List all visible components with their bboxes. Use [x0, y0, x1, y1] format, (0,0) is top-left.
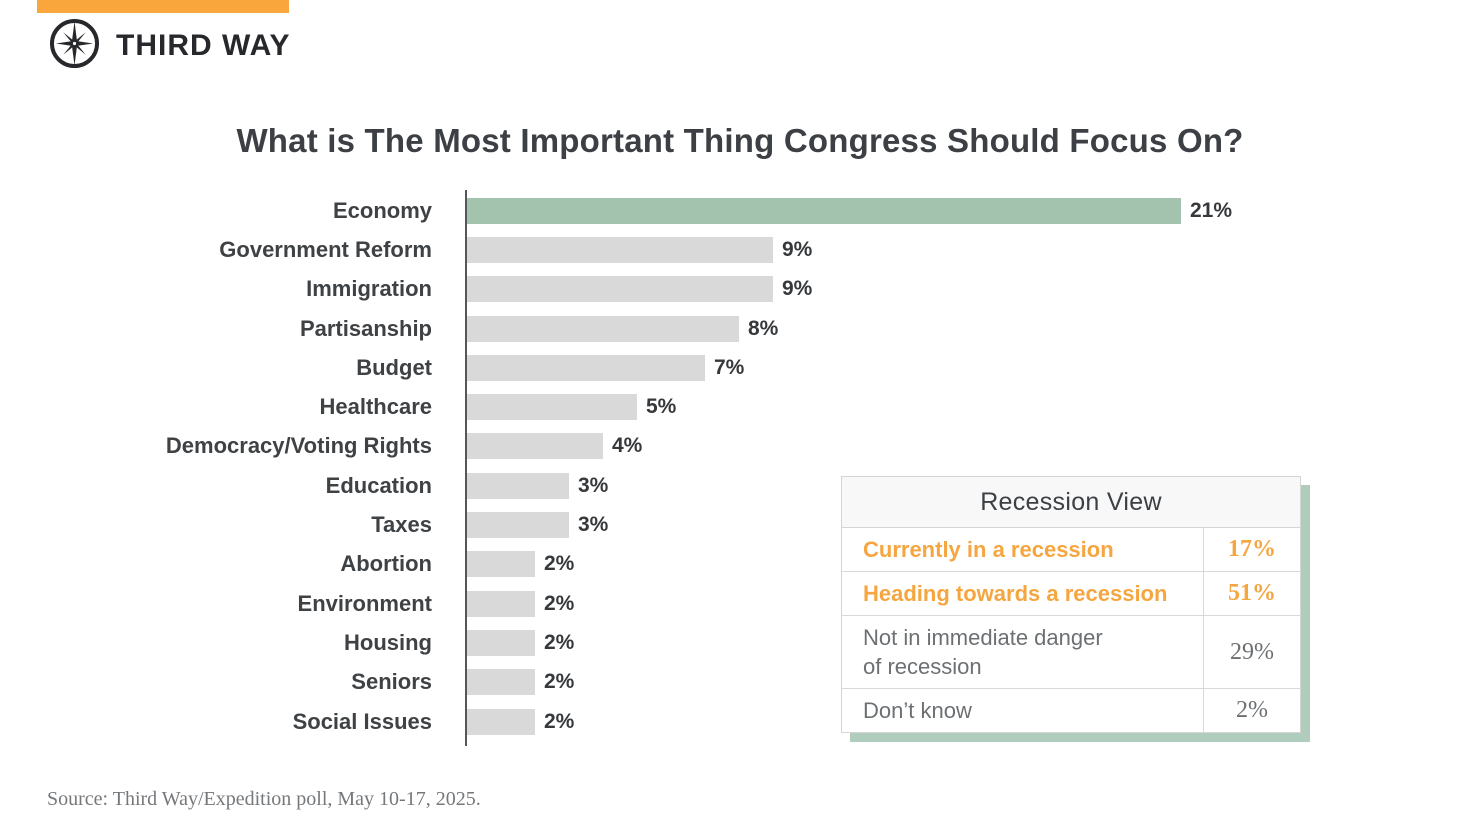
bar-track: 9%: [467, 276, 813, 303]
bar-track: 5%: [467, 394, 677, 421]
recession-table-row: Not in immediate danger of recession 29%: [842, 615, 1300, 688]
bar-value-label: 2%: [544, 552, 575, 576]
bar: [467, 629, 535, 656]
category-label: Democracy/Voting Rights: [165, 433, 432, 459]
bar-value-label: 8%: [748, 316, 779, 340]
bar: [467, 236, 773, 263]
bar: [467, 394, 637, 421]
recession-row-label: Currently in a recession: [863, 537, 1114, 562]
third-way-logo: THIRD WAY: [48, 17, 291, 75]
bar-chart-rows: Economy 21% Government Reform 9% Immigration…: [0, 191, 1300, 741]
bar-value-label: 2%: [544, 670, 575, 694]
bar: [467, 472, 569, 499]
bar-track: 4%: [467, 433, 643, 460]
category-label: Taxes: [371, 512, 432, 538]
bar-value-label: 2%: [544, 709, 575, 733]
page-title: What is The Most Important Thing Congres…: [236, 122, 1244, 159]
category-label: Housing: [344, 629, 432, 655]
bar-row: Economy 21%: [0, 191, 1300, 230]
bar-row: Seniors 2%: [0, 663, 1300, 702]
compass-star-icon: [48, 17, 101, 75]
category-label: Partisanship: [299, 315, 432, 341]
bar-track: 2%: [467, 669, 575, 696]
bar-row: Abortion 2%: [0, 545, 1300, 584]
source-note: Source: Third Way/Expedition poll, May 1…: [47, 788, 481, 810]
recession-row-label: Don’t know: [863, 698, 972, 723]
category-label: Abortion: [340, 551, 432, 577]
bar-value-label: 3%: [578, 473, 609, 497]
bar-track: 8%: [467, 315, 779, 342]
bar-value-label: 4%: [612, 434, 643, 458]
recession-table-title: Recession View: [842, 477, 1300, 528]
bar-row: Taxes 3%: [0, 505, 1300, 544]
logo-wordmark: THIRD WAY: [116, 29, 291, 62]
recession-row-value: 51%: [1203, 572, 1300, 615]
brand-accent-bar: [37, 0, 289, 13]
category-label: Government Reform: [219, 236, 432, 262]
recession-row-value: 29%: [1203, 616, 1300, 688]
recession-table-row: Heading towards a recession 51%: [842, 571, 1300, 615]
recession-row-value: 17%: [1203, 528, 1300, 571]
bar-track: 7%: [467, 354, 745, 381]
bar-chart: Economy 21% Government Reform 9% Immigration…: [0, 191, 1300, 741]
bar-value-label: 2%: [544, 591, 575, 615]
bar-value-label: 7%: [714, 355, 745, 379]
bar: [467, 708, 535, 735]
bar-track: 2%: [467, 551, 575, 578]
bar-value-label: 9%: [782, 237, 813, 261]
bar-value-label: 5%: [646, 395, 677, 419]
category-label: Budget: [356, 354, 432, 380]
category-label: Environment: [297, 590, 432, 616]
category-label: Immigration: [306, 276, 432, 302]
bar-row: Partisanship 8%: [0, 309, 1300, 348]
recession-row-value: 2%: [1203, 689, 1300, 732]
bar-row: Healthcare 5%: [0, 387, 1300, 426]
bar-track: 2%: [467, 590, 575, 617]
bar: [467, 669, 535, 696]
category-label: Education: [325, 472, 432, 498]
bar-row: Government Reform 9%: [0, 230, 1300, 269]
bar-value-label: 3%: [578, 513, 609, 537]
category-label: Seniors: [351, 669, 432, 695]
bar-row: Social Issues 2%: [0, 702, 1300, 741]
recession-view-table: Recession View Currently in a recession 1…: [841, 476, 1301, 733]
recession-row-label: Heading towards a recession: [863, 581, 1168, 606]
bar-track: 21%: [467, 197, 1233, 224]
bar-row: Education 3%: [0, 466, 1300, 505]
recession-table-rows: Currently in a recession 17% Heading towar…: [842, 528, 1300, 732]
recession-table-row: Don’t know 2%: [842, 688, 1300, 732]
category-label: Economy: [332, 197, 432, 223]
chart-axis-line: [465, 190, 467, 746]
bar-value-label: 21%: [1190, 198, 1233, 222]
category-label: Healthcare: [319, 394, 432, 420]
bar-row: Budget 7%: [0, 348, 1300, 387]
bar-row: Environment 2%: [0, 584, 1300, 623]
bar-value-label: 9%: [782, 277, 813, 301]
bar: [467, 512, 569, 539]
bar-value-label: 2%: [544, 630, 575, 654]
category-label: Social Issues: [292, 708, 432, 734]
bar-track: 3%: [467, 512, 609, 539]
bar-row: Immigration 9%: [0, 270, 1300, 309]
bar-track: 2%: [467, 708, 575, 735]
bar: [467, 197, 1181, 224]
bar-track: 9%: [467, 236, 813, 263]
bar: [467, 315, 739, 342]
recession-row-label: Not in immediate danger of recession: [863, 625, 1103, 679]
bar-row: Democracy/Voting Rights 4%: [0, 427, 1300, 466]
bar-track: 3%: [467, 472, 609, 499]
bar: [467, 590, 535, 617]
bar-track: 2%: [467, 629, 575, 656]
bar: [467, 276, 773, 303]
bar-row: Housing 2%: [0, 623, 1300, 662]
bar: [467, 551, 535, 578]
recession-table-row: Currently in a recession 17%: [842, 528, 1300, 571]
bar: [467, 433, 603, 460]
bar: [467, 354, 705, 381]
